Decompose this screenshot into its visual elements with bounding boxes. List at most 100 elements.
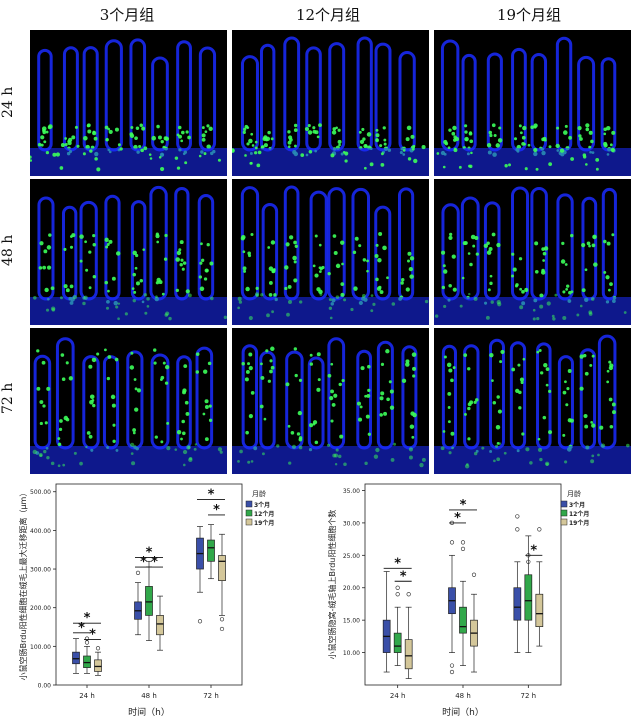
brdu-cell	[117, 302, 121, 305]
brdu-cell	[341, 378, 345, 383]
villus-outline	[150, 353, 170, 450]
brdu-cell	[590, 459, 595, 464]
brdu-cell	[532, 308, 536, 312]
villus	[440, 39, 460, 156]
brdu-cell	[447, 406, 451, 409]
brdu-cell	[267, 246, 271, 249]
brdu-cell	[187, 293, 192, 298]
brdu-cell	[447, 146, 451, 150]
brdu-cell	[343, 298, 347, 302]
brdu-cell	[96, 352, 100, 356]
brdu-cell	[292, 255, 297, 261]
brdu-cell	[481, 446, 485, 450]
brdu-cell	[307, 130, 313, 135]
brdu-cell	[133, 290, 137, 294]
brdu-cell	[367, 432, 372, 436]
brdu-cell	[327, 373, 332, 378]
brdu-cell	[223, 315, 227, 320]
chart1-ytick-label: 15.00	[343, 618, 360, 625]
brdu-cell	[491, 123, 496, 128]
brdu-cell	[519, 287, 523, 291]
brdu-cell	[260, 375, 265, 380]
brdu-cell	[124, 312, 129, 316]
brdu-cell	[174, 156, 179, 160]
brdu-cell	[69, 245, 74, 249]
brdu-cell	[248, 414, 253, 419]
chart1-legend-label: 3个月	[569, 501, 585, 509]
brdu-cell	[181, 431, 186, 436]
brdu-cell	[538, 349, 542, 352]
villus	[198, 46, 217, 156]
brdu-cell	[446, 362, 452, 368]
brdu-cell	[96, 167, 101, 172]
brdu-cell	[110, 394, 116, 400]
brdu-cell	[162, 361, 166, 365]
brdu-cell	[464, 464, 470, 469]
brdu-cell	[107, 127, 111, 131]
villus	[488, 338, 505, 453]
brdu-cell	[104, 280, 109, 285]
brdu-cell	[268, 281, 273, 285]
brdu-cell	[521, 141, 526, 146]
brdu-cell	[545, 367, 550, 372]
brdu-cell	[473, 400, 477, 404]
brdu-cell	[362, 137, 366, 141]
brdu-cell	[210, 296, 214, 301]
brdu-cell	[333, 251, 338, 255]
brdu-cell	[117, 317, 120, 321]
chart0-ytick-label: 100.00	[30, 644, 51, 651]
brdu-cell	[86, 123, 91, 128]
brdu-cell	[247, 460, 251, 464]
brdu-cell	[107, 355, 112, 359]
brdu-cell	[564, 380, 567, 384]
brdu-cell	[312, 129, 317, 134]
brdu-cell	[74, 125, 78, 129]
micrograph-19m-24h	[434, 30, 631, 176]
brdu-cell	[401, 277, 405, 282]
brdu-cell	[76, 144, 80, 148]
brdu-cell	[174, 448, 178, 451]
brdu-cell	[57, 442, 62, 447]
brdu-cell	[318, 123, 322, 128]
chart1-significance-star: *	[454, 511, 461, 526]
brdu-cell	[293, 123, 298, 128]
brdu-cell	[134, 136, 138, 141]
brdu-cell	[161, 292, 165, 296]
brdu-cell	[108, 129, 113, 134]
villus-outline	[328, 42, 346, 152]
villus-outline	[440, 39, 460, 152]
chart0-ytick-label: 200.00	[30, 605, 51, 612]
brdu-cell	[340, 240, 345, 245]
brdu-cell	[36, 349, 40, 353]
chart0-xtick-label: 48 h	[141, 692, 157, 700]
brdu-cell	[260, 362, 263, 366]
brdu-cell	[319, 270, 322, 273]
brdu-cell	[369, 162, 374, 167]
brdu-cell	[567, 369, 572, 373]
brdu-cell	[375, 447, 380, 453]
brdu-cell	[298, 445, 303, 450]
brdu-cell	[183, 364, 188, 369]
brdu-cell	[539, 293, 544, 298]
brdu-cell	[184, 400, 189, 405]
brdu-cell	[609, 282, 613, 286]
brdu-cell	[579, 354, 584, 359]
brdu-cell	[304, 126, 310, 132]
brdu-cell	[63, 247, 67, 251]
villus	[79, 200, 98, 301]
brdu-cell	[132, 272, 137, 277]
brdu-cell	[176, 166, 181, 170]
brdu-cell	[447, 420, 451, 424]
brdu-cell	[488, 130, 493, 135]
brdu-cell	[248, 138, 253, 144]
villus-outline	[241, 344, 259, 450]
brdu-cell	[364, 461, 368, 466]
brdu-cell	[241, 361, 245, 366]
brdu-cell	[243, 269, 247, 273]
micrograph-svg	[30, 337, 227, 474]
chart1-significance-star: *	[530, 543, 537, 558]
brdu-cell	[337, 454, 342, 459]
crypt-band	[232, 297, 429, 325]
micrograph-svg	[232, 337, 429, 474]
chart1-legend-label: 12个月	[569, 510, 589, 518]
